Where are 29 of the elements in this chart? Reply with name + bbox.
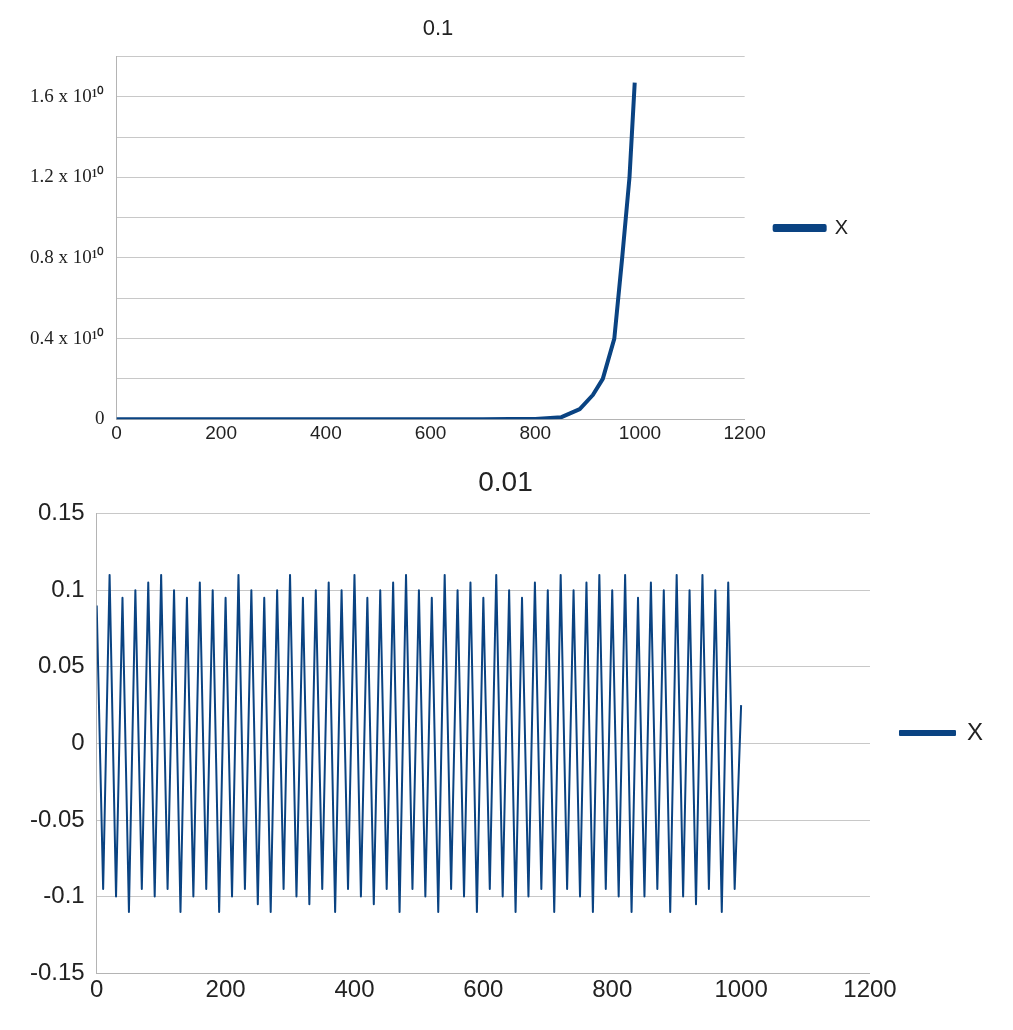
y-tick-label: 0	[71, 728, 85, 756]
y-tick-label: 0.8 x 10¹⁰	[29, 245, 105, 267]
y-tick-label: 0.05	[37, 651, 85, 679]
x-tick-label: 800	[519, 421, 552, 443]
legend-label: X	[834, 215, 848, 238]
x-tick-label: 1000	[618, 421, 662, 443]
y-tick-label: -0.15	[30, 957, 85, 985]
x-tick-label: 800	[592, 975, 633, 1003]
legend-label: X	[966, 717, 984, 745]
y-tick-label: 0.4 x 10¹⁰	[29, 326, 105, 348]
x-tick-label: 400	[334, 975, 375, 1003]
chart-title: 0.01	[478, 465, 533, 497]
x-tick-label: 200	[205, 421, 237, 443]
y-tick-label: -0.1	[43, 881, 85, 909]
y-tick-label: 0	[94, 407, 105, 429]
chart-title: 0.1	[422, 15, 454, 41]
x-tick-label: 1000	[714, 975, 768, 1003]
x-tick-label: 1200	[843, 975, 897, 1003]
y-tick-label: 0.15	[37, 498, 85, 526]
x-tick-label: 600	[463, 975, 504, 1003]
x-tick-label: 400	[310, 421, 342, 443]
x-tick-label: 0	[111, 421, 122, 443]
x-tick-label: 200	[205, 975, 246, 1003]
y-tick-label: 1.2 x 10¹⁰	[29, 165, 105, 187]
x-tick-label: 600	[414, 421, 447, 443]
y-tick-label: 1.6 x 10¹⁰	[29, 84, 105, 106]
x-tick-label: 1200	[723, 421, 766, 443]
y-tick-label: 0.1	[51, 574, 85, 602]
y-tick-label: -0.05	[30, 804, 85, 832]
